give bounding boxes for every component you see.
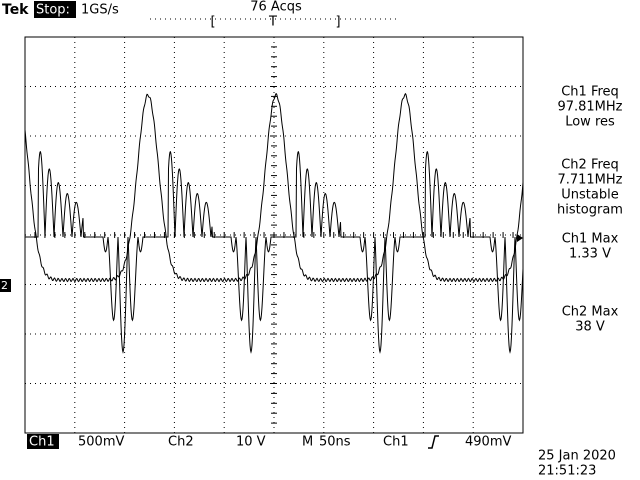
date: 25 Jan 2020 (538, 449, 616, 464)
measurement-line: 38 V (575, 320, 605, 335)
channel-marker-box (0, 279, 11, 292)
status-box (34, 1, 76, 18)
ch1-box (27, 434, 59, 449)
time: 21:51:23 (538, 464, 596, 479)
brand: Tek (2, 2, 29, 18)
trigger-level: 490mV (465, 435, 511, 450)
timebase: 50ns (319, 435, 351, 450)
sample-rate: 1GS/s (81, 3, 119, 18)
measurement-line: 1.33 V (569, 247, 611, 262)
measurement-line: Ch1 Freq (561, 85, 619, 100)
ch2-scale: 10 V (236, 435, 266, 450)
measurement-line: Ch2 Freq (561, 158, 619, 173)
trigger-level-marker (517, 234, 523, 242)
bracket: [ (210, 15, 215, 30)
measurement-line: Low res (565, 115, 615, 130)
trigger-slope (428, 435, 439, 449)
traces (24, 92, 524, 354)
ch2: Ch2 (168, 435, 194, 450)
graticule (24, 36, 524, 434)
acquisitions: 76 Acqs (250, 0, 302, 15)
measurement-line: 97.81MHz (557, 100, 622, 115)
measurement-line: 7.711MHz (557, 173, 622, 188)
measurement-line: Unstable (561, 188, 618, 203)
timebase-label: M (302, 435, 313, 450)
channel-marker: 2 (1, 279, 8, 292)
measurement-line: Ch1 Max (562, 232, 619, 247)
bracket: ] (335, 15, 340, 30)
measurement-line: Ch2 Max (562, 305, 619, 320)
measurement-line: histogram (557, 203, 623, 218)
ch1: Ch1 (29, 435, 55, 450)
trigger-position: T (268, 15, 277, 30)
trace-ch2 (24, 92, 524, 283)
ch1-scale: 500mV (78, 435, 124, 450)
status: Stop: (36, 3, 70, 18)
trace-ch1 (25, 151, 524, 354)
trigger-source: Ch1 (383, 435, 409, 450)
